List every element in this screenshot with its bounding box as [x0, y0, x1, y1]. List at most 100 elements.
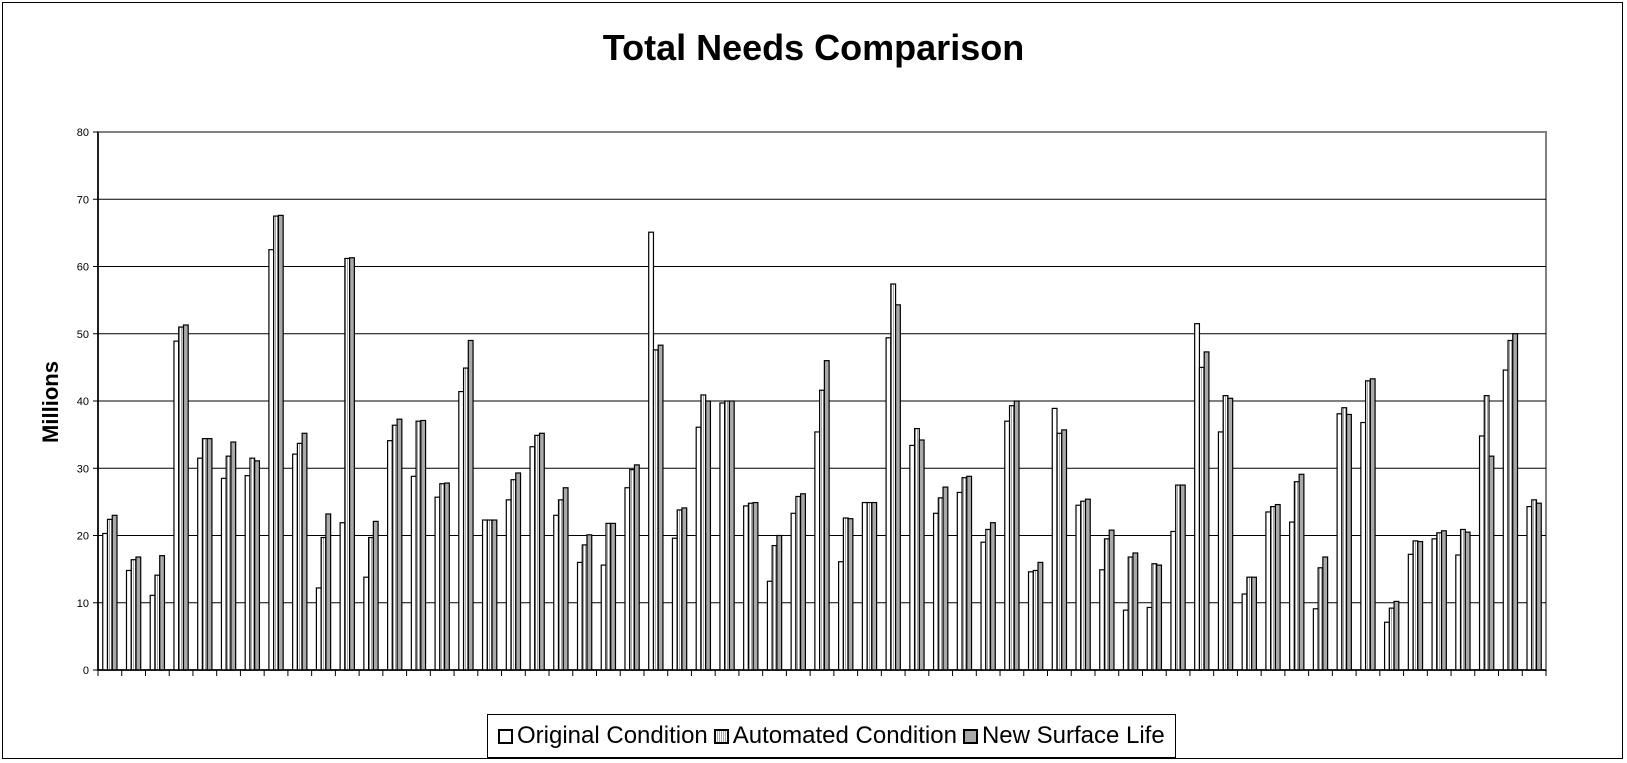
bar-new-surface-life: [586, 534, 593, 671]
bar-automated-condition: [106, 518, 113, 671]
bar-original-condition: [434, 496, 441, 671]
bar-original-condition: [838, 561, 844, 671]
bar-automated-condition: [486, 519, 493, 671]
bar-original-condition: [1194, 323, 1201, 671]
bar-new-surface-life: [633, 464, 640, 671]
bar-new-surface-life: [966, 475, 973, 671]
bar-new-surface-life: [1013, 400, 1020, 671]
bar-new-surface-life: [1322, 556, 1329, 671]
bar-new-surface-life: [1512, 333, 1519, 671]
bar-automated-condition: [1032, 569, 1039, 671]
bar-original-condition: [648, 231, 655, 671]
bar-new-surface-life: [989, 522, 996, 671]
bar-automated-condition: [842, 517, 849, 671]
bar-new-surface-life: [1417, 540, 1424, 671]
bar-new-surface-life: [254, 460, 261, 671]
bar-automated-condition: [1080, 500, 1087, 671]
bar-new-surface-life: [301, 432, 308, 671]
y-tick-label: 50: [77, 329, 89, 341]
bar-original-condition: [719, 402, 726, 671]
bar-new-surface-life: [1393, 600, 1400, 671]
y-tick-label: 0: [83, 665, 89, 677]
bar-automated-condition: [629, 468, 636, 671]
bar-new-surface-life: [349, 257, 355, 671]
bar-original-condition: [624, 487, 631, 671]
legend-label-original: Original Condition: [517, 722, 708, 749]
bar-automated-condition: [1008, 405, 1015, 671]
bar-automated-condition: [819, 389, 825, 671]
bar-new-surface-life: [111, 514, 118, 671]
bar-automated-condition: [700, 394, 707, 671]
bar-original-condition: [1360, 421, 1367, 671]
bar-new-surface-life: [610, 522, 617, 671]
bar-new-surface-life: [467, 339, 474, 671]
bar-automated-condition: [1175, 484, 1182, 671]
bar-original-condition: [505, 499, 512, 671]
bar-automated-condition: [1056, 432, 1063, 671]
bar-automated-condition: [747, 502, 754, 671]
legend-label-new-surface: New Surface Life: [981, 722, 1165, 749]
bar-original-condition: [1265, 511, 1272, 671]
bar-new-surface-life: [1369, 378, 1376, 671]
chart-title: Total Needs Comparison: [602, 27, 1025, 68]
bar-new-surface-life: [1535, 502, 1542, 671]
bar-automated-condition: [439, 483, 446, 671]
bar-automated-condition: [652, 349, 659, 671]
bar-original-condition: [363, 576, 370, 671]
bar-automated-condition: [913, 427, 920, 671]
bar-original-condition: [1336, 413, 1343, 671]
bar-new-surface-life: [372, 520, 379, 671]
bar-new-surface-life: [230, 441, 237, 671]
bar-automated-condition: [178, 326, 185, 671]
bar-original-condition: [1289, 521, 1295, 671]
bar-new-surface-life: [918, 439, 925, 671]
bar-automated-condition: [1436, 532, 1443, 671]
bar-automated-condition: [534, 434, 541, 671]
bar-automated-condition: [1127, 556, 1134, 671]
bar-automated-condition: [130, 559, 137, 671]
bar-original-condition: [387, 440, 393, 671]
bar-new-surface-life: [705, 400, 712, 671]
bar-original-condition: [861, 501, 868, 671]
bar-automated-condition: [985, 528, 992, 671]
bar-automated-condition: [1364, 380, 1371, 671]
bar-automated-condition: [1103, 538, 1110, 671]
bar-new-surface-life: [1156, 564, 1163, 671]
bar-automated-condition: [795, 495, 802, 671]
legend-label-automated: Automated Condition: [732, 722, 957, 749]
bar-original-condition: [980, 541, 987, 671]
bar-original-condition: [1455, 554, 1462, 671]
bar-automated-condition: [391, 424, 398, 671]
bar-automated-condition: [510, 479, 517, 671]
bar-original-condition: [1146, 606, 1153, 671]
bar-original-condition: [766, 580, 773, 671]
bar-new-surface-life: [443, 482, 450, 671]
bar-automated-condition: [415, 420, 422, 671]
bar-new-surface-life: [1251, 576, 1258, 671]
bar-original-condition: [1431, 538, 1438, 671]
bar-new-surface-life: [1464, 531, 1471, 671]
bar-automated-condition: [1459, 528, 1466, 671]
bar-new-surface-life: [871, 501, 878, 671]
bar-original-condition: [1217, 431, 1224, 671]
bar-original-condition: [1241, 593, 1248, 671]
bar-original-condition: [1051, 407, 1058, 671]
bar-original-condition: [1004, 420, 1011, 671]
bar-new-surface-life: [657, 344, 664, 671]
bar-automated-condition: [1507, 339, 1514, 671]
bar-automated-condition: [1222, 395, 1229, 671]
bar-automated-condition: [866, 501, 873, 671]
legend: Original Condition Automated Condition N…: [487, 714, 1176, 758]
bar-automated-condition: [1483, 395, 1490, 671]
bar-automated-condition: [771, 544, 778, 671]
y-tick-label: 40: [77, 396, 89, 408]
bar-automated-condition: [605, 522, 612, 671]
bar-original-condition: [671, 537, 678, 671]
bars: [102, 214, 1542, 671]
bar-automated-condition: [1270, 505, 1276, 671]
bar-original-condition: [1122, 609, 1129, 671]
bar-automated-condition: [296, 442, 303, 671]
bar-new-surface-life: [681, 507, 688, 671]
bar-original-condition: [743, 505, 750, 671]
